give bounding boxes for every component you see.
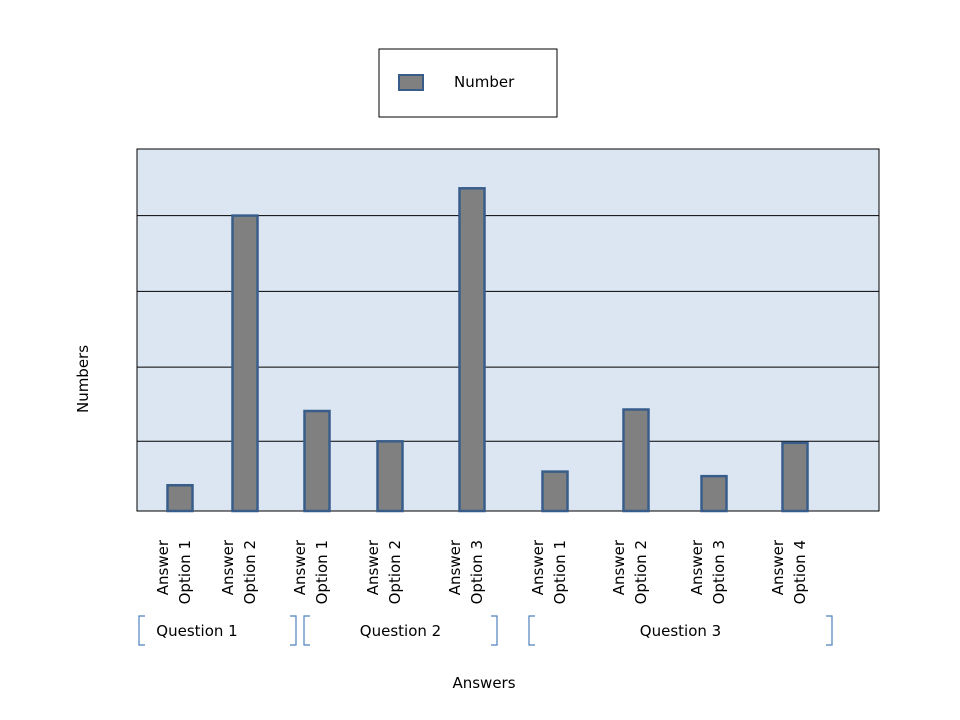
legend-swatch bbox=[398, 74, 424, 91]
group-bracket-2 bbox=[303, 615, 498, 646]
legend: Number bbox=[378, 48, 558, 118]
group-label-2: Question 2 bbox=[360, 622, 441, 640]
x-tick-label-7: Answer Option 2 bbox=[610, 539, 650, 604]
bars bbox=[166, 187, 809, 513]
plot-area bbox=[136, 148, 880, 512]
x-tick-label-6: Answer Option 1 bbox=[529, 539, 569, 604]
x-tick-labels: Answer Option 1 Answer Option 2 Answer Option… bbox=[154, 539, 809, 604]
x-tick-label-5: Answer Option 3 bbox=[446, 539, 486, 604]
bar-3 bbox=[303, 409, 331, 513]
x-tick-label-3: Answer Option 1 bbox=[291, 539, 331, 604]
legend-label: Number bbox=[454, 73, 515, 91]
x-tick-label-8: Answer Option 3 bbox=[688, 539, 728, 604]
bar-7 bbox=[622, 408, 650, 513]
bar-2 bbox=[231, 214, 259, 513]
bar-4 bbox=[376, 440, 404, 513]
group-bracket-1 bbox=[138, 615, 297, 646]
question-groups: Question 1 Question 2 Question 3 bbox=[138, 615, 833, 646]
group-label-3: Question 3 bbox=[640, 622, 721, 640]
x-tick-label-4: Answer Option 2 bbox=[364, 539, 404, 604]
group-bracket-3 bbox=[528, 615, 833, 646]
bar-1 bbox=[166, 483, 194, 513]
x-tick-label-9: Answer Option 4 bbox=[769, 539, 809, 604]
bar-6 bbox=[541, 470, 569, 513]
x-tick-label-2: Answer Option 2 bbox=[219, 539, 259, 604]
gridlines bbox=[137, 215, 879, 442]
bar-9 bbox=[781, 441, 809, 513]
x-tick-label-1: Answer Option 1 bbox=[154, 539, 194, 604]
y-axis-label: Numbers bbox=[74, 345, 92, 413]
x-axis-label: Answers bbox=[452, 674, 515, 692]
bar-5 bbox=[458, 187, 486, 513]
group-label-1: Question 1 bbox=[156, 622, 237, 640]
bar-8 bbox=[700, 474, 728, 513]
